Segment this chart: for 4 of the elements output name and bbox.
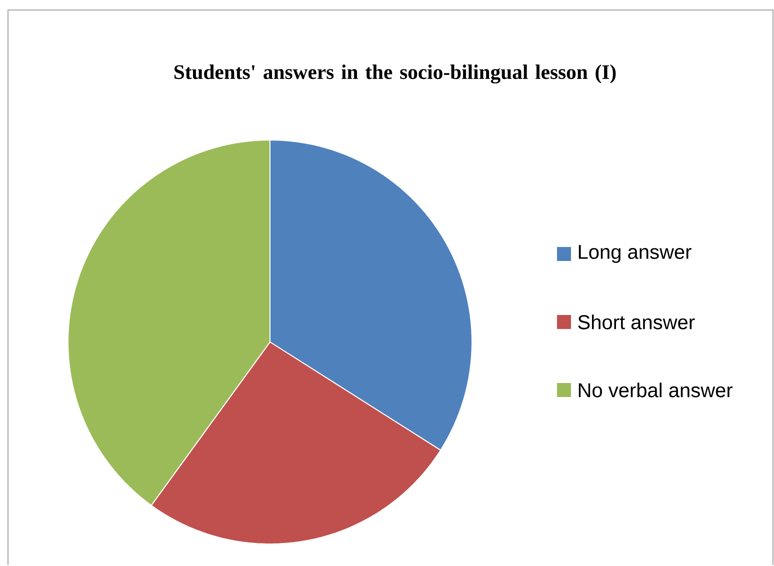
- legend-label: Short answer: [578, 314, 695, 330]
- legend-label: No verbal answer: [578, 382, 733, 398]
- chart-title: Students' answers in the socio-bilingual lesson (I): [174, 64, 616, 84]
- legend-label: Long answer: [578, 245, 692, 263]
